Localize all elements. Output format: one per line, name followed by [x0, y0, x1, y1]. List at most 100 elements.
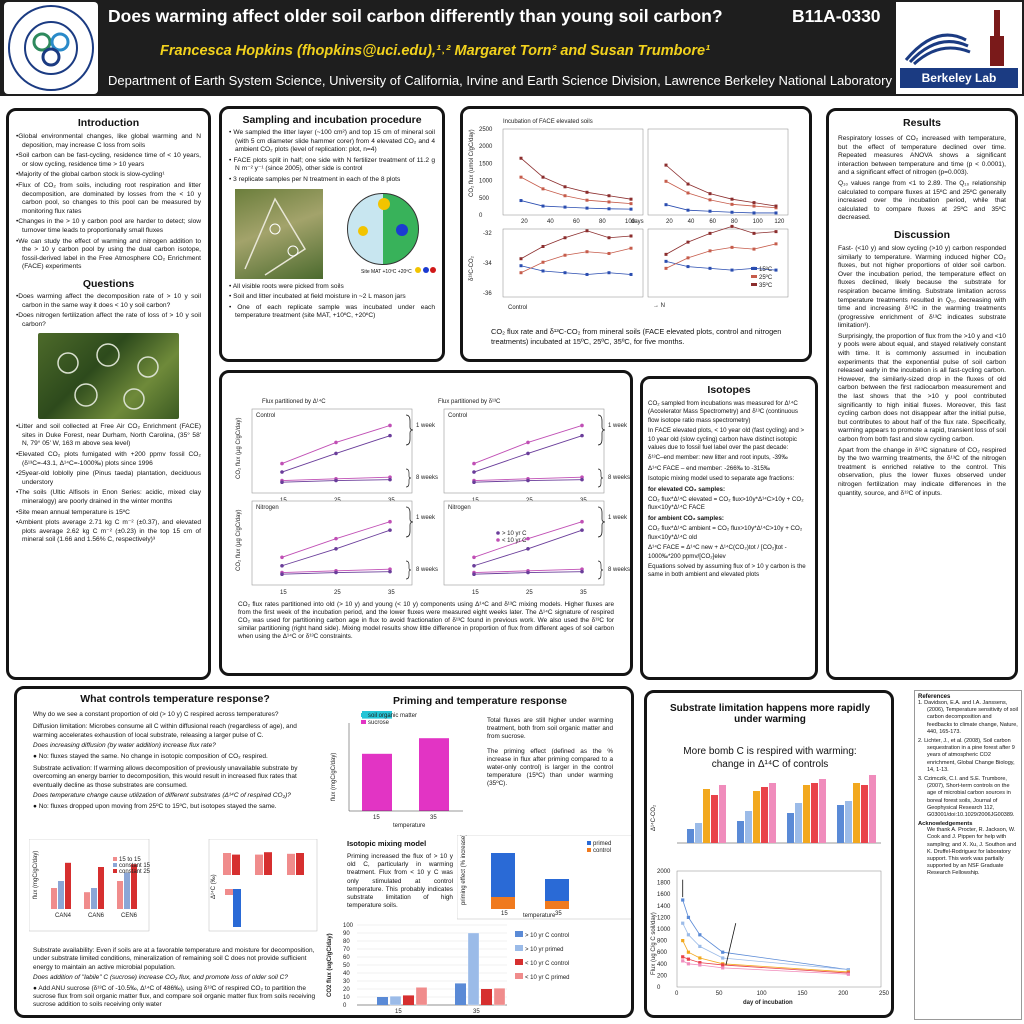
data-point [280, 470, 284, 474]
bar [761, 787, 768, 843]
data-point [686, 191, 690, 195]
legend-label: soil organic matter [368, 713, 417, 719]
y-tick-label: 500 [479, 196, 490, 202]
legend-swatch [587, 841, 591, 845]
data-point [334, 547, 338, 551]
data-point [607, 207, 611, 211]
x-axis-label: day of incubation [743, 1000, 793, 1006]
bar [845, 801, 852, 843]
poster-title: Does warming affect older soil carbon di… [108, 6, 723, 26]
data-point [334, 478, 338, 483]
temp-diffusion-q: Does increasing diffusion (by water addi… [33, 742, 216, 750]
data-point [708, 266, 712, 270]
data-point [607, 236, 611, 240]
data-point [388, 477, 392, 482]
data-point [541, 187, 545, 191]
series-line [665, 204, 776, 214]
temp-activation-a: ● No: fluxes dropped upon moving from 25… [33, 802, 277, 810]
data-point [563, 205, 567, 209]
substrate-title: Substrate limitation happens more rapidl… [669, 703, 871, 725]
x-tick-label: 80 [599, 219, 606, 225]
data-point [681, 939, 685, 943]
series-line [665, 225, 777, 255]
control-bar [491, 897, 515, 909]
data-point [585, 229, 589, 233]
list-item: •Flux of CO₂ from soils, including root … [16, 181, 201, 215]
data-point [698, 963, 702, 967]
legend-label: > 10 yr C [502, 531, 527, 537]
data-point [708, 198, 712, 202]
x-axis-unit: days [631, 219, 644, 225]
y-tick-label: 2500 [479, 127, 493, 133]
poster-authors: Francesca Hopkins (fhopkins@uci.edu),¹˒²… [160, 43, 710, 59]
methods-list-2: • All visible roots were picked from soi… [229, 283, 435, 321]
data-point [752, 201, 756, 205]
data-point [629, 197, 633, 201]
results-panel: Results Respiratory losses of CO₂ increa… [826, 108, 1018, 680]
data-point [686, 182, 690, 186]
y-axis-label: CO2 flux (ugC/gC/day) [327, 933, 333, 997]
substrate-chart: Δ¹⁴C-CO₂20001800160014001200100080060040… [650, 775, 890, 1006]
ack-text: We thank A. Procter, R. Jackson, W. Cook… [927, 827, 1017, 877]
control-label: Control [508, 305, 527, 311]
legend-swatch [515, 973, 523, 979]
temp-diffusion-a: ● No: fluxes stayed the same. No change … [33, 752, 268, 760]
legend-swatch [113, 869, 117, 873]
y-tick-label: 30 [343, 979, 350, 985]
y-axis-label: Flux (ug C/g C soil/day) [651, 912, 657, 975]
bar [795, 803, 802, 843]
bar [737, 821, 744, 843]
bar [811, 783, 818, 843]
legend-label: constant 15 [119, 863, 151, 869]
data-point [563, 271, 567, 275]
week8-brace [405, 468, 412, 488]
data-point [664, 252, 668, 256]
list-item: •We can study the effect of warming and … [16, 237, 201, 271]
isotopes-h1: for elevated CO₂ samples: [648, 485, 726, 493]
data-point [752, 211, 756, 215]
data-point [585, 272, 589, 276]
panel-label: Control [448, 413, 467, 419]
bar [415, 987, 428, 1006]
x-tick-label: 35 [580, 590, 587, 596]
data-point [388, 475, 392, 479]
x-tick-label: 200 [838, 991, 849, 997]
bar [687, 829, 694, 843]
bar [232, 854, 240, 875]
week8-brace [597, 560, 604, 580]
forest-ring-photo [38, 333, 179, 420]
introduction-panel: Introduction •Global environmental chang… [6, 108, 211, 680]
list-item: •Elevated CO₂ plots fumigated with +200 … [16, 451, 201, 467]
x-tick-label: 60 [709, 219, 716, 225]
series-line [520, 157, 632, 200]
legend-swatch [751, 267, 757, 270]
y-tick-label: 90 [343, 931, 350, 937]
plot-frame [457, 835, 631, 920]
data-point [686, 240, 690, 244]
plot-frame [647, 128, 789, 216]
series-line [520, 200, 632, 210]
x-tick-label: 20 [666, 219, 673, 225]
bar [233, 889, 241, 927]
x-tick-label: 35 [430, 815, 437, 821]
isotopes-p4: Δ¹⁴C FACE – end member: -266‰ to -315‰ [648, 464, 770, 472]
y-tick-label: -36 [483, 291, 492, 297]
legend-label: > 10 yr primed [525, 947, 564, 953]
list-item: •25year-old loblolly pine (Pinus taeda) … [16, 470, 201, 486]
y-axis-label: flux (mgC/gC/day) [331, 753, 337, 801]
x-tick-label: 40 [688, 219, 695, 225]
legend-swatch [515, 945, 523, 951]
bar [65, 862, 71, 909]
x-tick-label: 15 [395, 1009, 402, 1015]
data-point [334, 451, 338, 456]
isotopes-e2: CO₂ flux*Δ¹⁴C ambient = CO₂ flux>10y*Δ¹⁴… [648, 525, 803, 541]
series-line [665, 180, 777, 209]
data-point [472, 470, 476, 474]
legend-swatch [751, 275, 757, 278]
y-tick-label: 200 [657, 973, 668, 979]
panel-label: Control [256, 413, 275, 419]
discussion-p2: Surprisingly, the proportion of flux fro… [838, 332, 1006, 443]
bar [287, 853, 295, 875]
data-point [580, 433, 584, 438]
y-tick-label: 1200 [657, 915, 671, 921]
